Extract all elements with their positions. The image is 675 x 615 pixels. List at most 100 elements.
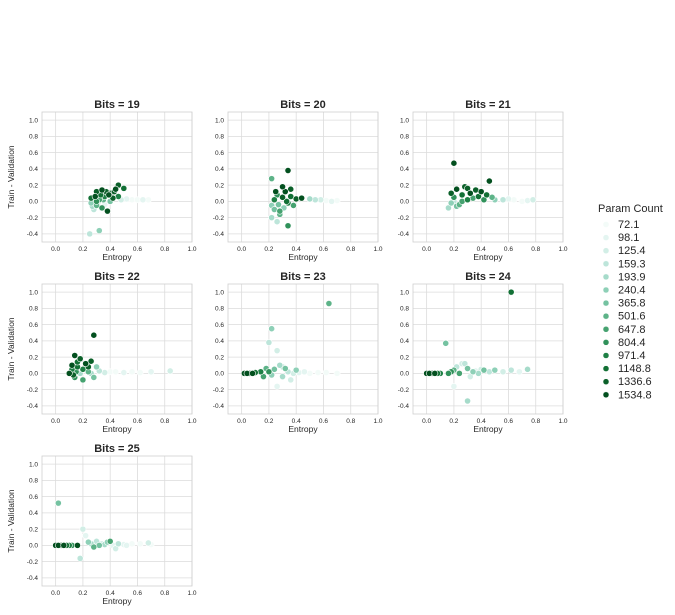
y-tick-label: -0.2 [398, 387, 410, 394]
x-tick-label: 0.8 [160, 418, 169, 425]
y-tick-label: 0.6 [215, 150, 224, 157]
x-tick-label: 0.2 [78, 590, 87, 597]
y-tick-label: -0.4 [27, 575, 39, 582]
legend-label: 1534.8 [618, 389, 652, 401]
data-point [265, 368, 273, 376]
legend-label: 240.4 [618, 285, 646, 297]
data-point [90, 331, 98, 339]
y-tick-label: 0.8 [215, 306, 224, 313]
data-point [283, 197, 291, 205]
x-tick-label: 0.6 [133, 418, 142, 425]
legend-marker [602, 221, 610, 228]
y-tick-label: 0.0 [400, 371, 409, 378]
x-axis-label: Entropy [473, 252, 503, 262]
y-tick-label: 1.0 [400, 289, 409, 296]
data-point [450, 382, 458, 390]
x-tick-label: 1.0 [373, 246, 382, 253]
y-tick-label: 0.8 [400, 306, 409, 313]
y-axis-label: Train - Validation [6, 489, 16, 553]
y-tick-label: 0.4 [215, 338, 224, 345]
y-tick-label: 0.6 [400, 322, 409, 329]
legend-marker [602, 247, 610, 254]
x-tick-label: 0.4 [106, 246, 115, 253]
x-tick-label: 0.0 [237, 418, 246, 425]
data-point [90, 543, 98, 551]
data-point [105, 191, 113, 199]
data-point [322, 369, 330, 376]
panel-frame [41, 455, 193, 587]
y-tick-label: -0.4 [398, 403, 410, 410]
legend-marker [602, 326, 610, 333]
panel-frame [41, 283, 193, 415]
data-point [60, 541, 68, 549]
data-point [499, 368, 507, 376]
data-point [136, 369, 144, 376]
x-axis-label: Entropy [102, 252, 132, 262]
data-point [431, 369, 439, 377]
data-point [123, 541, 130, 549]
x-tick-label: 0.0 [422, 246, 431, 253]
data-point [483, 191, 491, 199]
x-tick-label: 0.8 [160, 590, 169, 597]
data-point [272, 188, 280, 196]
x-tick-label: 1.0 [187, 418, 196, 425]
y-axis-label: Train - Validation [6, 317, 16, 381]
legend-marker [602, 339, 610, 346]
y-tick-label: 0.4 [400, 338, 409, 345]
data-point [276, 361, 284, 369]
data-point [79, 525, 87, 533]
data-point [74, 541, 81, 549]
x-tick-label: 0.0 [422, 418, 431, 425]
data-point [464, 365, 471, 372]
data-point [306, 195, 314, 203]
data-point [249, 369, 256, 377]
data-point [279, 193, 286, 201]
x-tick-label: 0.2 [449, 418, 458, 425]
x-axis-label: Entropy [473, 424, 503, 434]
x-axis-label: Entropy [288, 424, 318, 434]
y-tick-label: -0.4 [27, 231, 39, 238]
data-point [91, 193, 99, 200]
data-point [300, 368, 308, 376]
y-tick-label: 0.8 [215, 134, 224, 141]
panel-title: Bits = 20 [280, 99, 326, 111]
data-point [328, 197, 336, 205]
data-point [507, 366, 515, 374]
data-point [54, 499, 62, 507]
data-point [268, 175, 276, 183]
data-point [491, 366, 499, 374]
y-tick-label: 0.8 [29, 306, 38, 313]
data-point [499, 196, 507, 204]
x-axis-label: Entropy [102, 424, 132, 434]
panel-title: Bits = 22 [94, 271, 140, 283]
y-tick-label: 1.0 [215, 289, 224, 296]
data-point [298, 194, 306, 202]
y-tick-label: 0.8 [29, 134, 38, 141]
data-point [98, 186, 106, 194]
data-point [136, 540, 144, 548]
data-point [292, 366, 300, 374]
legend-marker [602, 286, 610, 294]
x-tick-label: 0.8 [346, 246, 355, 253]
legend-label: 98.1 [618, 232, 639, 244]
legend-label: 1148.8 [618, 363, 651, 375]
data-point [485, 177, 493, 185]
panel-frame [227, 111, 379, 243]
x-tick-label: 0.6 [133, 590, 142, 597]
y-tick-label: 0.8 [29, 478, 38, 485]
panel-frame [412, 283, 564, 415]
data-point [287, 376, 295, 384]
y-tick-label: 0.2 [29, 526, 38, 533]
data-point [86, 230, 94, 238]
data-point [114, 540, 122, 548]
y-tick-label: 1.0 [400, 117, 409, 124]
data-point [447, 199, 455, 207]
legend-label: 125.4 [618, 245, 646, 257]
y-tick-label: 0.4 [29, 166, 38, 173]
y-tick-label: 0.2 [400, 354, 409, 361]
data-point [65, 369, 73, 377]
legend-marker [602, 352, 610, 359]
data-point [268, 214, 276, 222]
y-tick-label: 0.6 [29, 494, 38, 501]
x-tick-label: 0.4 [292, 246, 301, 253]
